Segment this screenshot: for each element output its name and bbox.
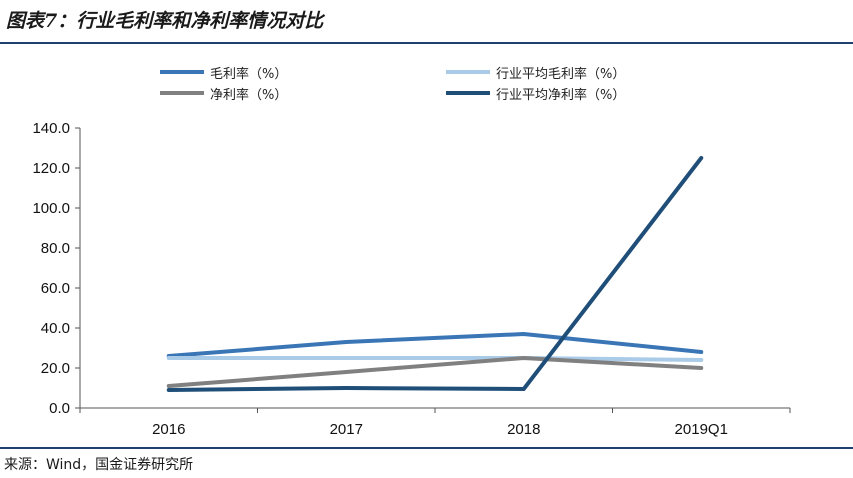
legend-item-industry-gross-margin: 行业平均毛利率（%）: [446, 63, 626, 82]
series-line-0: [166, 332, 704, 358]
legend-swatch-net-margin: [160, 91, 204, 95]
x-tick-label: 2018: [507, 421, 540, 438]
y-tick-label: 20.0: [41, 360, 70, 377]
legend-item-net-margin: 净利率（%）: [160, 84, 288, 103]
series-line-2: [166, 356, 704, 388]
legend-swatch-gross-margin: [160, 70, 204, 74]
legend-label-industry-net-margin: 行业平均净利率（%）: [496, 87, 626, 103]
chart-area: 毛利率（%） 行业平均毛利率（%） 净利率（%） 行业平均净利率（%） 0.0 2…: [0, 44, 853, 449]
x-tick-label: 2016: [152, 421, 185, 438]
series-line-3: [166, 156, 704, 392]
legend-item-gross-margin: 毛利率（%）: [160, 63, 288, 82]
source-note: 来源：Wind，国金证券研究所: [4, 457, 194, 473]
x-tick-label: 2017: [330, 421, 363, 438]
y-tick-label: 120.0: [32, 160, 70, 177]
legend-swatch-industry-net-margin: [446, 91, 490, 95]
y-tick-label: 0.0: [49, 400, 70, 417]
y-tick-label: 40.0: [41, 320, 70, 337]
y-tick-label: 100.0: [32, 200, 70, 217]
legend-label-net-margin: 净利率（%）: [210, 87, 288, 103]
legend-label-industry-gross-margin: 行业平均毛利率（%）: [496, 66, 626, 82]
y-tick-label: 140.0: [32, 120, 70, 137]
y-tick-label: 60.0: [41, 280, 70, 297]
line-chart: 0.0 20.0 40.0 60.0 80.0 100.0 120.0 140.0 2016 20…: [32, 120, 791, 438]
legend-item-industry-net-margin: 行业平均净利率（%）: [446, 84, 626, 103]
figure-title: 图表7：行业毛利率和净利率情况对比: [6, 10, 324, 32]
y-tick-label: 80.0: [41, 240, 70, 257]
series-line-1: [166, 356, 704, 362]
legend-label-gross-margin: 毛利率（%）: [210, 66, 288, 82]
x-tick-label: 2019Q1: [675, 421, 728, 438]
legend-swatch-industry-gross-margin: [446, 70, 490, 74]
title-bar: 图表7：行业毛利率和净利率情况对比: [0, 0, 853, 44]
footer-bar: 来源：Wind，国金证券研究所: [0, 447, 853, 478]
